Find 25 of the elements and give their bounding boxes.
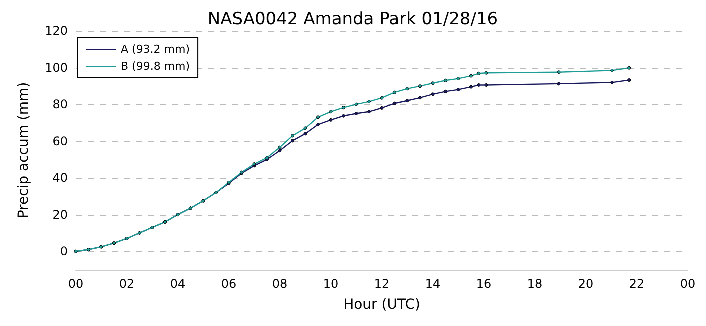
y-axis-title: Precip accum (mm) <box>16 82 32 219</box>
y-tick-label: 80 <box>52 98 68 112</box>
x-tick-label: 00 <box>680 277 696 291</box>
x-axis-title: Hour (UTC) <box>344 297 420 313</box>
y-tick-label: 120 <box>45 24 68 38</box>
y-tick-label: 40 <box>52 171 68 186</box>
x-tick-label: 12 <box>374 277 390 291</box>
x-tick-label: 20 <box>578 277 594 291</box>
chart-title: NASA0042 Amanda Park 01/28/16 <box>208 10 498 30</box>
x-tick-label: 02 <box>119 277 135 291</box>
x-tick-label: 16 <box>476 277 492 291</box>
y-tick-label: 60 <box>52 134 68 148</box>
x-tick-label: 10 <box>323 277 339 291</box>
legend-label: A (93.2 mm) <box>121 43 190 56</box>
legend-label: B (99.8 mm) <box>121 60 190 73</box>
x-tick-label: 00 <box>68 277 84 291</box>
x-tick-label: 14 <box>425 277 441 291</box>
y-tick-label: 20 <box>52 208 68 222</box>
y-tick-label: 100 <box>45 60 68 75</box>
y-tick-label: 0 <box>60 244 68 259</box>
x-tick-label: 06 <box>221 277 237 291</box>
x-tick-label: 08 <box>272 277 288 291</box>
x-tick-label: 18 <box>527 277 543 291</box>
x-tick-label: 22 <box>629 277 645 291</box>
x-tick-label: 04 <box>170 277 186 291</box>
